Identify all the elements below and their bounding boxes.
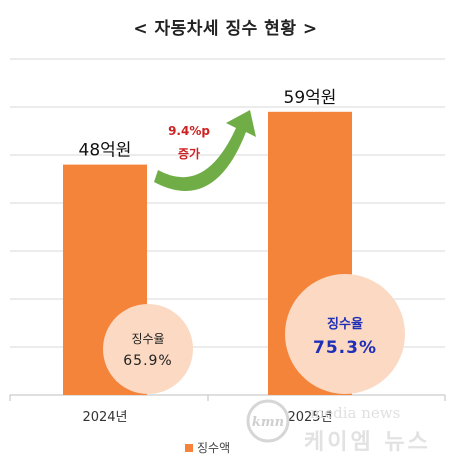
kmn-logo: kmn	[246, 399, 290, 443]
legend-swatch	[185, 444, 193, 452]
collection-rate-label: 징수율	[131, 332, 164, 346]
value-labels: 48억원 59억원	[79, 88, 337, 161]
increase-arrow: 9.4%p 증가	[154, 110, 256, 191]
x-tick-label: 2025년	[287, 410, 332, 425]
chart-title: < 자동차세 징수 현황 >	[133, 19, 318, 39]
legend: 징수액	[185, 441, 230, 455]
collection-rate-value: 75.3%	[313, 338, 377, 358]
kmn-logo-text: kmn	[252, 415, 284, 430]
data-label: 59억원	[284, 88, 337, 108]
collection-rate-circle	[103, 304, 193, 394]
legend-label: 징수액	[197, 441, 230, 455]
increase-text-line1: 9.4%p	[168, 124, 210, 138]
increase-arrow-shape	[154, 110, 256, 191]
collection-rate-circle	[285, 274, 405, 394]
collection-rate-badges: 징수율 65.9% 징수율 75.3%	[103, 274, 405, 394]
collection-rate-label: 징수율	[327, 316, 363, 332]
x-tick-label: 2024년	[82, 410, 127, 425]
kmn-logo-ring	[246, 399, 290, 443]
data-label: 48억원	[79, 141, 132, 161]
watermark-korean: 케이엠 뉴스	[304, 430, 431, 455]
collection-rate-value: 65.9%	[123, 353, 172, 369]
increase-text-line2: 증가	[178, 146, 200, 161]
watermark-latin: media news	[310, 404, 401, 422]
